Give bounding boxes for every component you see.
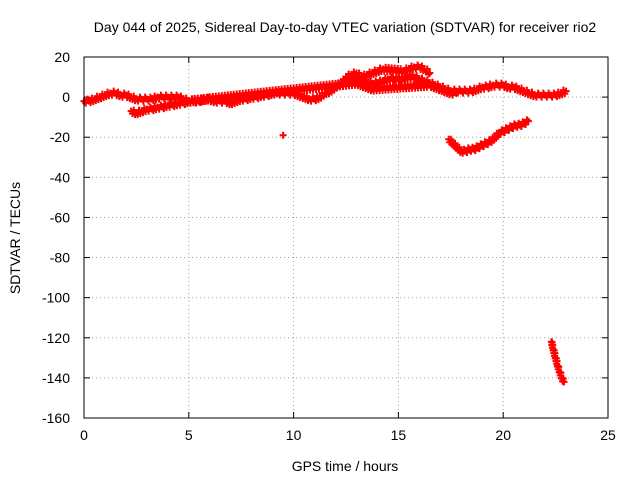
x-tick-label: 0 [80,427,88,443]
y-tick-label: -60 [50,209,70,225]
grid-lines [84,57,608,418]
y-tick-label: -120 [42,330,70,346]
data-point [447,135,455,143]
x-axis-label: GPS time / hours [292,458,399,474]
y-tick-label: -80 [50,250,70,266]
series-drop-segment [547,338,568,386]
y-tick-label: -160 [42,410,70,426]
data-point [452,89,460,97]
y-tick-label: 0 [62,89,70,105]
data-point [562,87,570,95]
x-tick-label: 5 [185,427,193,443]
plot-frame [83,56,609,419]
chart-title: Day 044 of 2025, Sidereal Day-to-day VTE… [94,19,597,35]
axis-ticks: 0 5 10 15 20 25 -160 -140 -120 -100 -80 -60 -40 -20 0 2… [42,49,616,443]
data-point [451,139,459,147]
series-lower-streaks [127,77,460,119]
x-tick-label: 20 [495,427,511,443]
y-tick-label: -140 [42,370,70,386]
data-point [560,378,568,386]
data-point [524,117,532,125]
data-point [426,69,434,77]
data-points [80,61,570,386]
x-tick-label: 25 [600,427,616,443]
series-dip-arc [445,116,532,157]
y-tick-label: 20 [54,49,70,65]
data-point [355,69,363,77]
y-tick-label: -100 [42,290,70,306]
y-axis-label: SDTVAR / TECUs [7,182,23,294]
data-point [279,131,287,139]
x-tick-label: 15 [391,427,407,443]
data-point [455,143,463,151]
y-tick-label: -40 [50,169,70,185]
series-upper-streaks [342,61,434,83]
x-tick-label: 10 [286,427,302,443]
y-tick-label: -20 [50,129,70,145]
data-point [423,65,431,73]
series-isolated-point [279,131,287,139]
